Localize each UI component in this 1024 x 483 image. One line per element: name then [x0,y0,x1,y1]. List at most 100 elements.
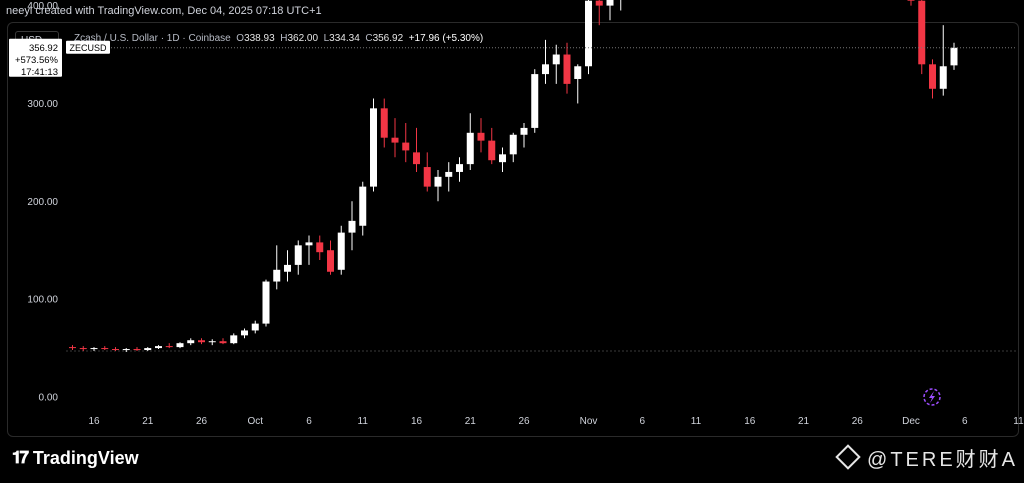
candle-up[interactable] [456,164,463,172]
candle-up[interactable] [359,186,367,226]
price-tag-countdown: 17:41:13 [21,67,58,78]
candle-up[interactable] [208,341,216,343]
candle-down[interactable] [488,140,496,161]
ticker-label-box [66,40,110,54]
y-tick-label: 0.00 [39,393,59,404]
flash-icon[interactable] [923,388,941,406]
x-tick-label: 11 [1013,416,1024,427]
candle-up[interactable] [552,54,560,65]
candle-down[interactable] [595,0,603,6]
candle-down[interactable] [69,347,76,349]
x-tick-label: Oct [247,416,263,427]
x-tick-label: 26 [196,416,208,427]
candle-up[interactable] [337,232,345,270]
candle-down[interactable] [929,64,936,89]
candle-down[interactable] [198,340,205,343]
legend-open-value: 338.93 [244,33,275,44]
x-tick-label: 11 [358,416,369,427]
x-tick-label: Nov [580,416,598,427]
x-tick-label: 16 [411,416,423,427]
x-tick-label: 21 [142,416,154,427]
candle-up[interactable] [284,264,291,272]
candle-up[interactable] [466,132,474,165]
candle-down[interactable] [477,132,485,141]
candle-up[interactable] [434,176,442,187]
candlestick-chart[interactable]: 0.00100.00200.00300.00400.00500.00600.00… [0,0,1024,440]
candle-up[interactable] [305,242,313,246]
candle-up[interactable] [122,349,130,351]
candle-up[interactable] [950,47,958,66]
candle-up[interactable] [187,340,195,344]
x-tick-label: 16 [88,416,100,427]
candle-up[interactable] [273,269,281,282]
candle-up[interactable] [370,108,377,187]
candle-up[interactable] [939,66,947,89]
candle-up[interactable] [294,245,302,265]
price-tag-box [9,38,62,77]
y-tick-label: 200.00 [27,197,58,208]
x-tick-label: 6 [639,416,645,427]
legend-title: Zcash / U.S. Dollar · 1D · Coinbase [74,33,231,44]
candle-down[interactable] [79,348,87,350]
candle-up[interactable] [144,348,152,351]
candle-down[interactable] [133,349,141,351]
candle-down[interactable] [101,348,109,350]
ohlc-legend: Zcash / U.S. Dollar · 1D · Coinbase O338… [74,33,483,44]
legend-open-label: O [236,33,245,44]
legend-close-label: C [365,33,373,44]
ticker-label: ZECUSD [69,43,107,53]
candle-up[interactable] [251,323,259,331]
watermark-text: @TERE财财A [867,448,1018,471]
candle-down[interactable] [402,142,410,151]
candle-up[interactable] [230,335,238,344]
x-tick-label: 26 [852,416,864,427]
candle-up[interactable] [499,154,506,163]
candle-up[interactable] [520,127,528,135]
x-tick-label: 21 [798,416,810,427]
legend-high-value: 362.00 [287,33,319,44]
legend-high-label: H [280,33,288,44]
diamond-logo-icon [835,444,861,470]
candle-up[interactable] [531,74,539,128]
candle-up[interactable] [241,330,248,336]
candle-down[interactable] [423,167,431,187]
legend-low-label: L [323,33,330,44]
candle-down[interactable] [391,137,399,143]
candle-down[interactable] [327,250,334,272]
candle-up[interactable] [509,134,517,155]
chart-credit: neeyi created with TradingView.com, Dec … [6,5,322,17]
x-tick-label: 11 [691,416,702,427]
candle-up[interactable] [348,220,356,233]
candle-up[interactable] [176,343,184,348]
candle-down[interactable] [413,152,420,165]
candle-down[interactable] [907,0,915,1]
candle-down[interactable] [563,54,571,84]
candle-up[interactable] [262,281,270,324]
candle-up[interactable] [606,0,614,6]
price-tag-pct: +573.56% [15,55,59,66]
chart-panel[interactable]: USD Zcash / U.S. Dollar · 1D · Coinbase … [7,22,1019,437]
candle-down[interactable] [918,0,926,65]
price-tag-price: 356.92 [29,43,58,54]
legend-low-value: 334.34 [329,33,360,44]
legend-change: +17.96 (+5.30%) [408,33,484,44]
candle-down[interactable] [380,108,388,138]
candle-down[interactable] [165,346,173,348]
x-tick-label: 16 [744,416,756,427]
brand-name: TradingView [32,447,139,468]
candle-down[interactable] [112,349,119,351]
x-tick-label: 21 [465,416,477,427]
y-tick-label: 100.00 [27,295,58,306]
candle-up[interactable] [542,64,549,75]
candle-up[interactable] [90,348,98,350]
candle-down[interactable] [316,242,324,253]
candle-down[interactable] [219,341,227,344]
x-tick-label: 26 [518,416,530,427]
y-tick-label: 300.00 [27,99,58,110]
x-tick-label: 6 [962,416,968,427]
candle-up[interactable] [585,0,592,67]
x-tick-label: 6 [306,416,312,427]
candle-up[interactable] [155,346,162,349]
candle-up[interactable] [445,171,453,177]
candle-up[interactable] [574,66,582,79]
